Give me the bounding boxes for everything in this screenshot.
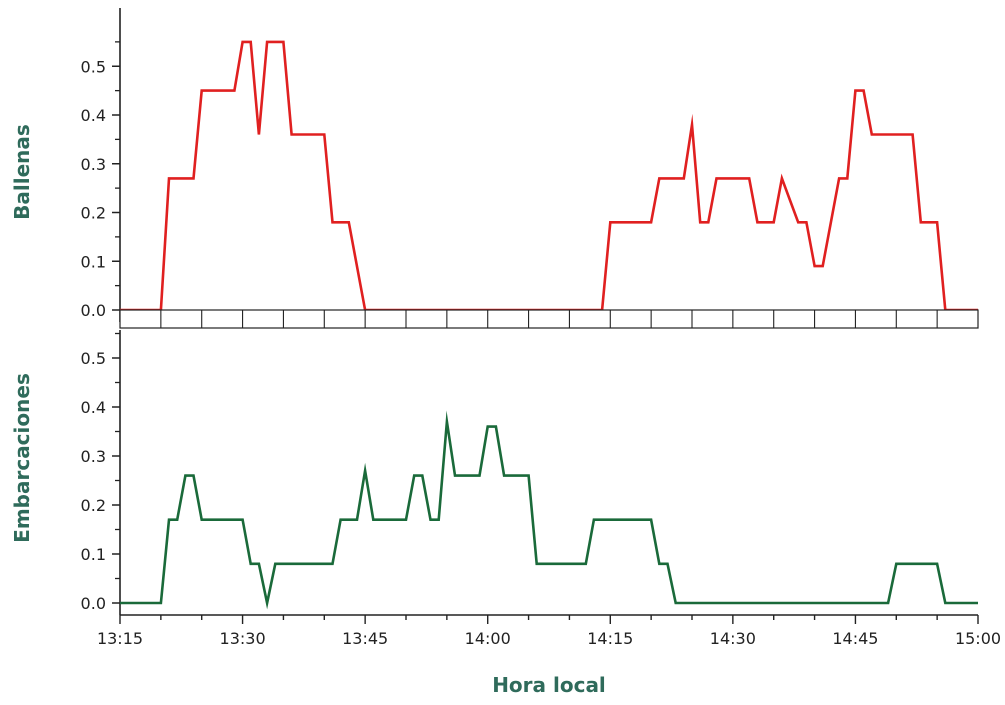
y-axis-title-bottom: Embarcaciones: [10, 373, 34, 543]
x-tick-label: 14:00: [465, 629, 511, 648]
y-tick-label-ballenas: 0.3: [81, 155, 106, 174]
top-panel: 0.0 0.1 0.2 0.3 0.4 0.5: [81, 8, 978, 322]
x-tick-label: 13:15: [97, 629, 143, 648]
x-tick-label: 14:30: [710, 629, 756, 648]
x-ruler: [119, 309, 979, 329]
y-tick-label-embarcaciones: 0.0: [81, 594, 106, 613]
x-tick-label: 14:15: [587, 629, 633, 648]
x-tick-label: 15:00: [955, 629, 1001, 648]
x-tick-label: 14:45: [832, 629, 878, 648]
series-line-ballenas: [120, 40, 978, 312]
y-axis-title-top: Ballenas: [10, 124, 34, 220]
y-tick-label-embarcaciones: 0.4: [81, 398, 106, 417]
y-tick-label-embarcaciones: 0.2: [81, 496, 106, 515]
y-tick-label-ballenas: 0.5: [81, 57, 106, 76]
y-tick-label-embarcaciones: 0.5: [81, 349, 106, 368]
bottom-panel: 0.0 0.1 0.2 0.3 0.4 0.5 13:15 13:30 13:45 14:00 14…: [81, 330, 1001, 648]
x-tick-label: 13:30: [220, 629, 266, 648]
y-tick-label-ballenas: 0.2: [81, 204, 106, 223]
x-axis-title: Hora local: [492, 673, 606, 697]
y-tick-label-ballenas: 0.1: [81, 252, 106, 271]
y-tick-label-ballenas: 0.0: [81, 301, 106, 320]
y-tick-label-embarcaciones: 0.3: [81, 447, 106, 466]
x-tick-label: 13:45: [342, 629, 388, 648]
time-ruler-band: [119, 309, 979, 329]
series-line-embarcaciones: [120, 410, 978, 610]
y-tick-label-ballenas: 0.4: [81, 106, 106, 125]
y-tick-label-embarcaciones: 0.1: [81, 545, 106, 564]
